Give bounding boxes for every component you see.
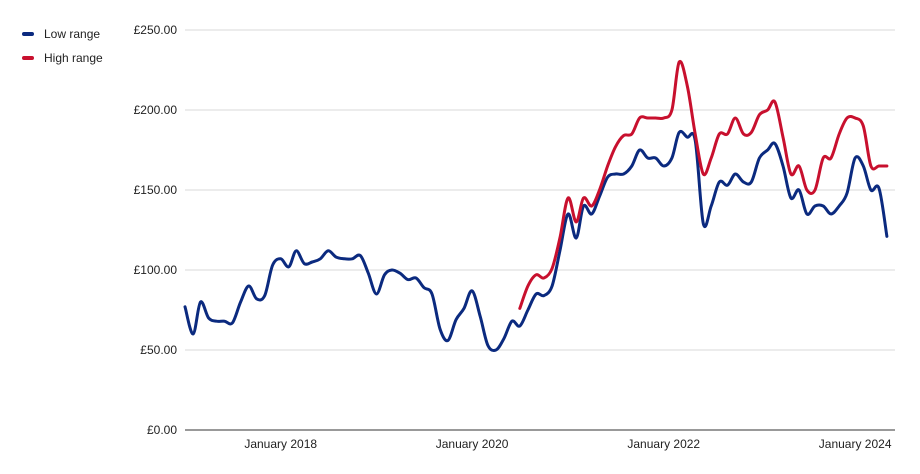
x-tick-label: January 2022 — [627, 437, 700, 451]
y-tick-label: £250.00 — [134, 23, 178, 37]
legend-item-low[interactable]: Low range — [22, 22, 103, 46]
x-axis-ticks: January 2018 January 2020 January 2022 Janu… — [244, 437, 891, 451]
y-tick-label: £100.00 — [134, 263, 178, 277]
y-axis-ticks: £0.00 £50.00 £100.00 £150.00 £200.00 £250.00 — [134, 23, 178, 437]
grid-lines — [185, 29, 895, 431]
chart-legend: Low range High range — [22, 22, 103, 70]
series-line-low-range — [183, 129, 889, 352]
y-tick-label: £0.00 — [147, 423, 177, 437]
x-tick-label: January 2024 — [819, 437, 892, 451]
x-tick-label: January 2020 — [436, 437, 509, 451]
legend-swatch-low — [22, 32, 34, 36]
y-tick-label: £50.00 — [140, 343, 177, 357]
y-tick-label: £150.00 — [134, 183, 178, 197]
y-tick-label: £200.00 — [134, 103, 178, 117]
series-lines — [183, 59, 889, 352]
series-line-high-range — [518, 59, 889, 310]
x-tick-label: January 2018 — [244, 437, 317, 451]
legend-item-high[interactable]: High range — [22, 46, 103, 70]
legend-label-high: High range — [44, 51, 103, 65]
legend-label-low: Low range — [44, 27, 101, 41]
legend-swatch-high — [22, 56, 34, 60]
